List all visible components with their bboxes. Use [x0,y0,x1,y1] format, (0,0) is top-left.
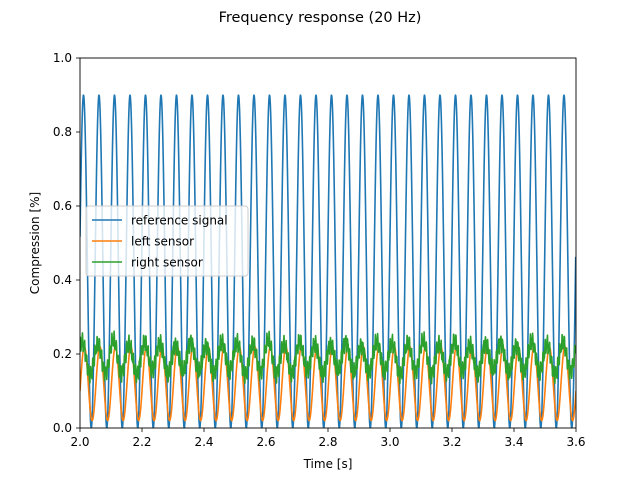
y-tick-label: 0.8 [53,125,72,139]
x-tick-label: 2.8 [318,435,337,449]
x-tick-label: 3.2 [442,435,461,449]
x-tick-label: 2.4 [194,435,213,449]
y-tick-label: 0.4 [53,273,72,287]
x-tick-label: 2.2 [132,435,151,449]
legend-label: left sensor [131,235,194,249]
x-tick-label: 3.6 [566,435,585,449]
legend-label: right sensor [131,256,203,270]
series-line-right-sensor [80,330,576,385]
x-axis-label: Time [s] [303,457,353,471]
chart-title: Frequency response (20 Hz) [219,10,422,26]
legend-frame [85,205,249,277]
y-tick-label: 0.2 [53,347,72,361]
y-tick-label: 1.0 [53,51,72,65]
legend-label: reference signal [131,214,228,228]
legend: reference signal left sensor right sensor [85,205,249,277]
y-tick-label: 0.0 [53,421,72,435]
x-tick-label: 3.0 [380,435,399,449]
y-axis-label: Compression [%] [28,192,42,294]
x-tick-label: 3.4 [504,435,523,449]
y-tick-label: 0.6 [53,199,72,213]
x-tick-label: 2.0 [70,435,89,449]
x-tick-label: 2.6 [256,435,275,449]
